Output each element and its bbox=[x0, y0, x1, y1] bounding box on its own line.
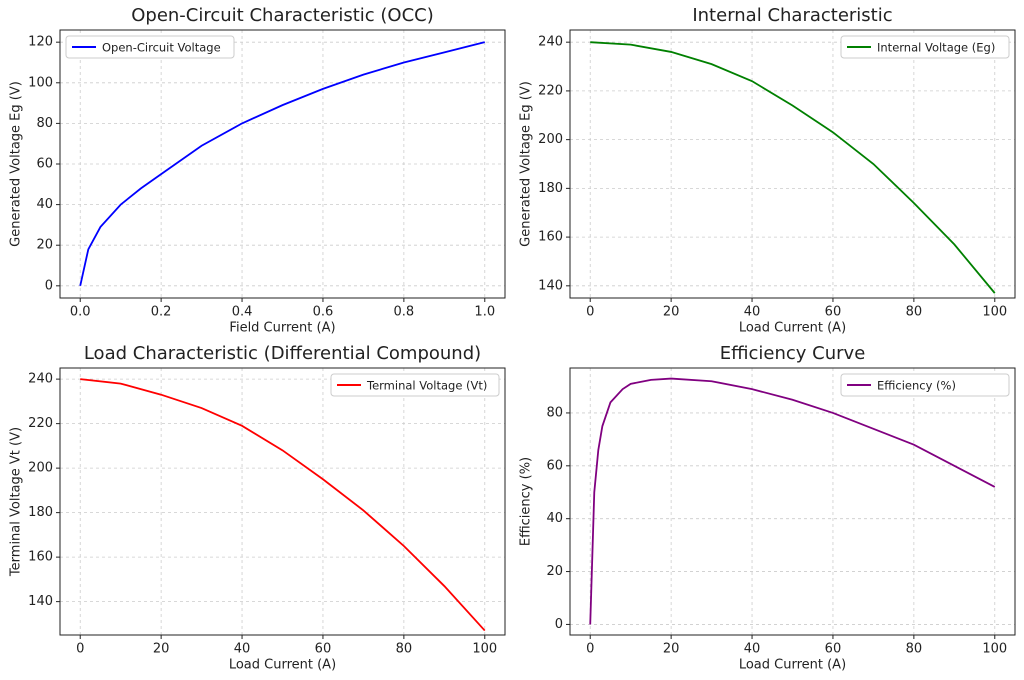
x-axis-label: Load Current (A) bbox=[739, 321, 846, 336]
y-tick-label: 60 bbox=[36, 157, 53, 172]
legend-label: Open-Circuit Voltage bbox=[102, 41, 221, 55]
y-tick-label: 20 bbox=[36, 238, 53, 253]
x-tick-label: 0.8 bbox=[394, 305, 415, 320]
y-tick-label: 100 bbox=[28, 75, 53, 90]
x-tick-label: 20 bbox=[663, 642, 680, 657]
y-tick-label: 0 bbox=[45, 278, 53, 293]
x-tick-label: 100 bbox=[982, 642, 1007, 657]
x-tick-label: 1.0 bbox=[474, 305, 495, 320]
y-tick-label: 220 bbox=[538, 83, 563, 98]
y-tick-label: 20 bbox=[546, 564, 563, 579]
y-tick-label: 200 bbox=[538, 132, 563, 147]
y-tick-label: 180 bbox=[538, 181, 563, 196]
y-tick-label: 240 bbox=[538, 35, 563, 50]
chart-title: Internal Characteristic bbox=[692, 5, 892, 26]
y-tick-label: 40 bbox=[36, 197, 53, 212]
legend-box bbox=[840, 35, 1010, 59]
legend-box bbox=[840, 373, 1010, 397]
y-tick-label: 200 bbox=[28, 461, 53, 476]
plot-frame bbox=[569, 367, 1016, 636]
x-tick-label: 80 bbox=[906, 305, 923, 320]
plot-frame bbox=[59, 29, 506, 299]
subplot: 0.0 0.2 0.4 0.6 0.8 1.0 0 20 40 60 80 100 120 Open-Ci… bbox=[9, 5, 506, 336]
x-axis-label: Field Current (A) bbox=[229, 321, 335, 336]
subplot: 0 20 40 60 80 100 0 20 40 60 80 Efficiency Curve Loa… bbox=[519, 343, 1016, 673]
subplot: 0 20 40 60 80 100 140 160 180 200 220 240 Internal C… bbox=[519, 5, 1016, 336]
y-tick-label: 0 bbox=[555, 617, 563, 632]
plot-frame bbox=[59, 367, 506, 636]
x-tick-label: 60 bbox=[315, 642, 332, 657]
subplot: 0 20 40 60 80 100 140 160 180 200 220 240 Load Chara… bbox=[9, 343, 506, 673]
x-tick-label: 100 bbox=[472, 642, 497, 657]
x-tick-label: 80 bbox=[906, 642, 923, 657]
y-axis-label: Generated Voltage Eg (V) bbox=[9, 81, 24, 247]
x-tick-label: 40 bbox=[234, 642, 251, 657]
x-tick-label: 60 bbox=[825, 642, 842, 657]
y-tick-label: 140 bbox=[538, 278, 563, 293]
chart-title: Load Characteristic (Differential Compou… bbox=[84, 343, 481, 364]
x-tick-label: 0.2 bbox=[151, 305, 172, 320]
y-tick-label: 80 bbox=[546, 405, 563, 420]
y-tick-label: 160 bbox=[538, 230, 563, 245]
x-tick-label: 0 bbox=[586, 642, 594, 657]
x-tick-label: 20 bbox=[153, 642, 170, 657]
legend-box bbox=[65, 35, 235, 59]
data-line bbox=[79, 41, 485, 287]
x-tick-label: 40 bbox=[744, 642, 761, 657]
x-tick-label: 80 bbox=[396, 642, 413, 657]
x-axis-label: Load Current (A) bbox=[739, 658, 846, 673]
chart-title: Open-Circuit Characteristic (OCC) bbox=[131, 5, 434, 26]
y-tick-label: 40 bbox=[546, 511, 563, 526]
x-axis-label: Load Current (A) bbox=[229, 658, 336, 673]
x-tick-label: 0 bbox=[76, 642, 84, 657]
data-line bbox=[80, 378, 486, 632]
y-tick-label: 240 bbox=[28, 372, 53, 387]
y-tick-label: 140 bbox=[28, 594, 53, 609]
y-axis-label: Generated Voltage Eg (V) bbox=[519, 81, 534, 247]
y-axis-label: Terminal Voltage Vt (V) bbox=[9, 427, 24, 577]
legend-box bbox=[330, 373, 500, 397]
x-tick-label: 40 bbox=[744, 305, 761, 320]
y-tick-label: 160 bbox=[28, 550, 53, 565]
legend-label: Terminal Voltage (Vt) bbox=[366, 379, 487, 393]
y-tick-label: 120 bbox=[28, 35, 53, 50]
x-tick-label: 0.0 bbox=[70, 305, 91, 320]
y-tick-label: 80 bbox=[36, 116, 53, 131]
legend-label: Internal Voltage (Eg) bbox=[877, 41, 995, 55]
y-tick-label: 180 bbox=[28, 505, 53, 520]
x-tick-label: 100 bbox=[982, 305, 1007, 320]
y-axis-label: Efficiency (%) bbox=[519, 457, 534, 546]
data-line bbox=[589, 377, 996, 625]
y-tick-label: 220 bbox=[28, 416, 53, 431]
data-line bbox=[590, 41, 996, 294]
x-tick-label: 0.6 bbox=[313, 305, 334, 320]
y-tick-label: 60 bbox=[546, 458, 563, 473]
x-tick-label: 20 bbox=[663, 305, 680, 320]
x-tick-label: 60 bbox=[825, 305, 842, 320]
plot-frame bbox=[569, 29, 1016, 299]
legend-label: Efficiency (%) bbox=[877, 379, 956, 393]
x-tick-label: 0.4 bbox=[232, 305, 253, 320]
chart-title: Efficiency Curve bbox=[720, 343, 866, 364]
x-tick-label: 0 bbox=[586, 305, 594, 320]
